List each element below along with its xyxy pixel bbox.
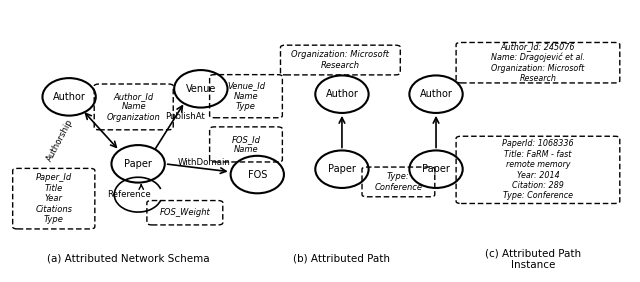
Text: Paper: Paper <box>422 164 450 174</box>
Text: Paper: Paper <box>328 164 356 174</box>
Text: Author_Id: 245076
Name: Dragojević et al.
Organization: Microsoft
Research: Author_Id: 245076 Name: Dragojević et al… <box>491 42 585 83</box>
Text: Venue: Venue <box>186 84 216 94</box>
Text: Organization: Microsoft
Research: Organization: Microsoft Research <box>291 50 389 70</box>
Text: FOS_Weight: FOS_Weight <box>159 208 210 217</box>
Text: WithDomain: WithDomain <box>177 158 230 167</box>
Text: FOS_Id
Name: FOS_Id Name <box>232 135 260 154</box>
Text: Author: Author <box>326 89 358 99</box>
Text: FOS: FOS <box>248 169 267 180</box>
Text: Author_Id
Name
Organization: Author_Id Name Organization <box>107 92 161 122</box>
Text: Venue_Id
Name
Type: Venue_Id Name Type <box>227 81 265 111</box>
Text: Type:
Conference: Type: Conference <box>374 172 422 192</box>
Text: PaperId: 1068336
Title: FaRM - fast
remote memory
Year: 2014
Citation: 289
Type:: PaperId: 1068336 Title: FaRM - fast remo… <box>502 139 574 201</box>
Text: Author: Author <box>52 92 86 102</box>
Text: PublishAt: PublishAt <box>165 113 205 122</box>
Text: Paper: Paper <box>124 159 152 169</box>
Text: (c) Attributed Path
Instance: (c) Attributed Path Instance <box>485 248 581 270</box>
Text: Author: Author <box>420 89 452 99</box>
Text: Paper_Id
Title
Year
Citations
Type: Paper_Id Title Year Citations Type <box>35 173 72 224</box>
Text: (a) Attributed Network Schema: (a) Attributed Network Schema <box>47 254 210 264</box>
Text: Reference: Reference <box>108 190 151 199</box>
Text: Authorship: Authorship <box>45 117 75 162</box>
Text: (b) Attributed Path: (b) Attributed Path <box>294 254 390 264</box>
